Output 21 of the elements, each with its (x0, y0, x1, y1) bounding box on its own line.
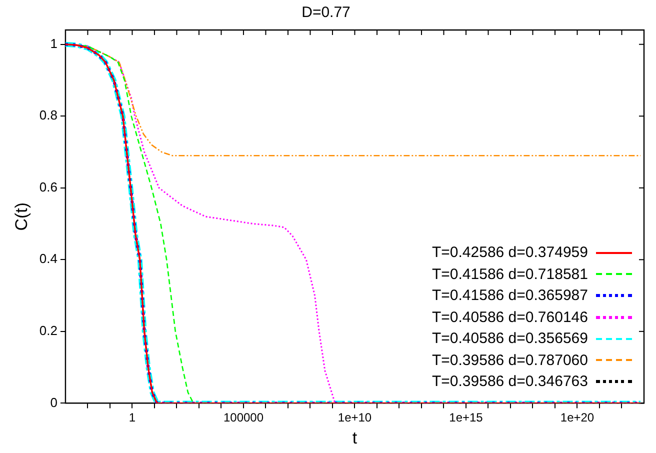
y-tick-label: 0.8 (39, 108, 58, 123)
legend-label: T=0.40586 d=0.760146 (432, 308, 588, 328)
x-axis-title: t (352, 428, 358, 448)
chart-title: D=0.77 (302, 4, 350, 22)
legend-label: T=0.41586 d=0.365987 (432, 286, 588, 306)
legend-label: T=0.40586 d=0.356569 (432, 329, 588, 350)
x-tick-label: 1 (128, 410, 136, 425)
y-tick-label: 1 (50, 36, 58, 51)
y-axis-title: C(t) (12, 202, 31, 231)
legend-label: T=0.42586 d=0.374959 (432, 243, 588, 264)
y-tick-label: 0.2 (39, 323, 58, 338)
x-tick-label: 100000 (223, 410, 264, 425)
y-tick-label: 0 (50, 394, 58, 410)
y-tick-label: 0.6 (39, 179, 58, 194)
x-tick-label: 1e+20 (560, 410, 594, 425)
x-tick-label: 1e+15 (449, 410, 484, 425)
y-tick-label: 0.4 (39, 251, 58, 266)
x-tick-label: 1e+10 (338, 410, 372, 425)
legend-label: T=0.39586 d=0.346763 (432, 372, 588, 392)
legend-label: T=0.41586 d=0.718581 (432, 264, 588, 285)
legend-label: T=0.39586 d=0.787060 (432, 350, 588, 371)
